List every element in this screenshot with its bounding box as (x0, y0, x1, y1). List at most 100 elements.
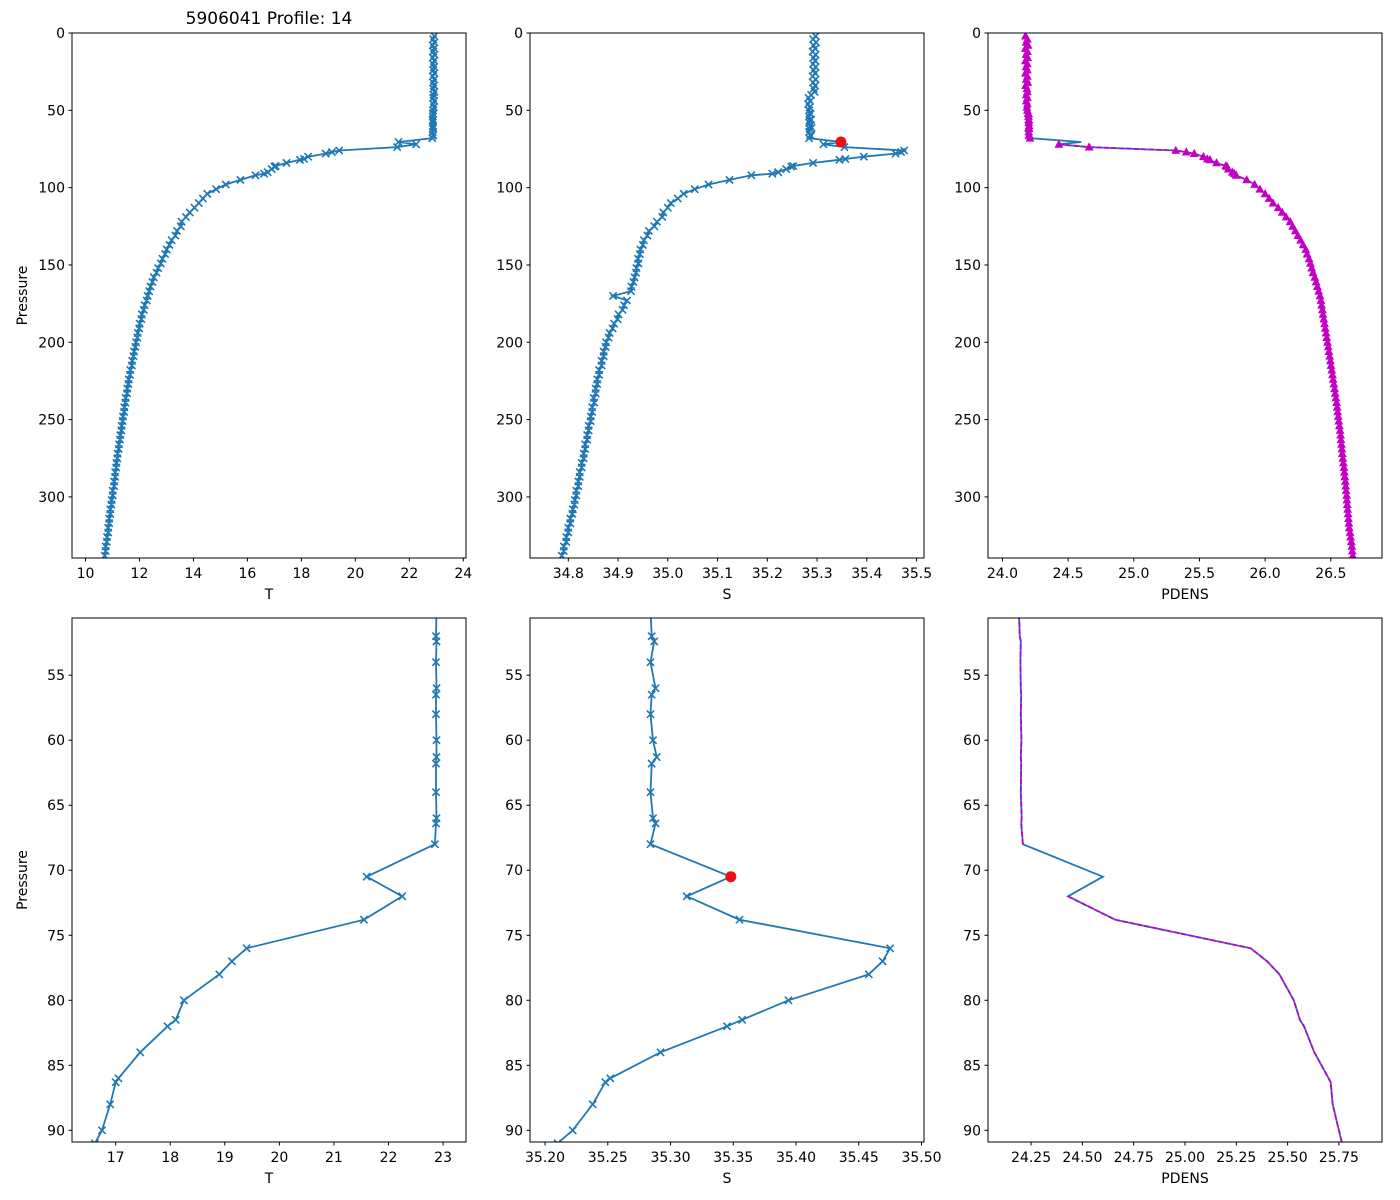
axes-spines (71, 617, 467, 1143)
axis-ticks (984, 674, 1340, 1146)
y-tick-label: 85 (963, 1058, 981, 1074)
plot-pdens-zoom: 24.25 24.50 24.75 25.00 25.25 25.50 25.75 55 60 6… (963, 617, 1383, 1187)
x-tick-label: 35.5 (901, 566, 932, 582)
x-tick-label: 35.40 (776, 1150, 816, 1166)
x-tick-label: 10 (77, 566, 95, 582)
flagged-point-marker (725, 871, 737, 883)
x-axis-label: PDENS (1161, 1171, 1209, 1187)
y-tick-label: 50 (963, 103, 981, 119)
axis-tick-labels: 24.25 24.50 24.75 25.00 25.25 25.50 25.75 55 60 6… (963, 668, 1359, 1166)
plot-area-temperature-full (100, 33, 439, 558)
x-tick-label: 24.50 (1062, 1150, 1102, 1166)
x-tick-label: 24.25 (1011, 1150, 1051, 1166)
y-tick-label: 65 (963, 798, 981, 814)
y-tick-label: 60 (505, 733, 523, 749)
y-tick-label: 75 (47, 928, 65, 944)
x-axis-label: PDENS (1161, 587, 1209, 603)
y-tick-label: 60 (963, 733, 981, 749)
axes-spines (71, 32, 467, 559)
x-axis-label: S (723, 1171, 732, 1187)
x-tick-label: 34.9 (602, 566, 633, 582)
y-tick-label: 90 (963, 1123, 981, 1139)
x-tick-label: 25.25 (1216, 1150, 1256, 1166)
axis-ticks (526, 674, 922, 1146)
y-tick-label: 250 (496, 413, 523, 429)
x-tick-label: 18 (161, 1150, 179, 1166)
y-tick-label: 90 (47, 1123, 65, 1139)
x-tick-label: 17 (107, 1150, 125, 1166)
y-tick-label: 100 (954, 181, 981, 197)
figure-title: 5906041 Profile: 14 (185, 9, 353, 29)
y-tick-label: 90 (505, 1123, 523, 1139)
x-tick-label: 24.5 (1053, 566, 1084, 582)
pdens-adjusted-profile-triangle-markers (1021, 33, 1357, 558)
x-tick-label: 24.0 (987, 566, 1018, 582)
x-tick-label: 22 (400, 566, 418, 582)
x-tick-label: 35.45 (839, 1150, 879, 1166)
axis-ticks (68, 32, 464, 562)
plot-area-pdens-zoom (1018, 618, 1343, 1142)
y-tick-label: 100 (38, 181, 65, 197)
plot-salinity-full: 34.8 34.9 35.0 35.1 35.2 35.3 35.4 35.5 0 50 100 15… (496, 26, 932, 603)
x-tick-label: 35.1 (702, 566, 733, 582)
y-tick-label: 70 (963, 863, 981, 879)
x-tick-label: 24 (454, 566, 472, 582)
axes-spines (529, 617, 925, 1143)
plot-area-salinity-zoom (553, 618, 895, 1142)
x-tick-label: 35.25 (588, 1150, 628, 1166)
x-tick-label: 21 (325, 1150, 343, 1166)
x-tick-label: 20 (346, 566, 364, 582)
x-tick-label: 26.0 (1250, 566, 1281, 582)
plot-area-pdens-full (1021, 33, 1357, 558)
salinity-profile-zoom-line (557, 618, 892, 1142)
plot-area-salinity-full (557, 33, 909, 558)
x-tick-label: 19 (216, 1150, 234, 1166)
y-tick-label: 85 (47, 1058, 65, 1074)
y-tick-label: 150 (954, 258, 981, 274)
axis-ticks (68, 674, 444, 1146)
y-tick-label: 70 (47, 863, 65, 879)
y-tick-label: 300 (496, 490, 523, 506)
y-tick-label: 200 (496, 335, 523, 351)
y-tick-label: 80 (47, 993, 65, 1009)
y-tick-label: 300 (38, 490, 65, 506)
y-tick-label: 100 (496, 181, 523, 197)
y-tick-label: 60 (47, 733, 65, 749)
axis-tick-labels: 34.8 34.9 35.0 35.1 35.2 35.3 35.4 35.5 0 50 100 15… (496, 26, 932, 582)
axis-tick-labels: 35.20 35.25 35.30 35.35 35.40 35.45 35.50 55 60 6… (505, 668, 941, 1166)
axis-ticks (984, 32, 1332, 562)
x-tick-label: 16 (238, 566, 256, 582)
temperature-profile-line (103, 35, 436, 556)
plot-pdens-full: 24.0 24.5 25.0 25.5 26.0 26.5 0 50 100 150 200 250 3… (954, 26, 1383, 603)
axis-tick-labels: 10 12 14 16 18 20 22 24 0 50 100 150 200 250 300 (38, 26, 472, 582)
y-tick-label: 200 (38, 335, 65, 351)
x-tick-label: 35.3 (801, 566, 832, 582)
axis-tick-labels: 17 18 19 20 21 22 23 55 60 65 70 75 80 85 90 (47, 668, 452, 1166)
axis-ticks (526, 32, 918, 562)
pdens-adjusted-profile-zoom-line (1018, 618, 1343, 1142)
pdens-raw-profile-line (1024, 35, 1354, 556)
x-tick-label: 35.20 (525, 1150, 565, 1166)
x-tick-label: 34.8 (553, 566, 584, 582)
plot-area-temperature-zoom (90, 618, 441, 1142)
x-tick-label: 35.2 (752, 566, 783, 582)
pdens-adjusted-profile-line (1024, 35, 1354, 556)
salinity-profile-x-markers (557, 33, 909, 558)
x-tick-label: 14 (185, 566, 203, 582)
y-tick-label: 250 (954, 413, 981, 429)
axes-spines (529, 32, 925, 559)
x-tick-label: 25.0 (1118, 566, 1149, 582)
salinity-profile-zoom-x-markers (553, 632, 895, 1142)
y-tick-label: 75 (505, 928, 523, 944)
y-tick-label: 55 (47, 668, 65, 684)
y-axis-label: Pressure (15, 850, 31, 910)
pdens-raw-profile-zoom-line (1018, 618, 1343, 1142)
x-tick-label: 35.4 (851, 566, 882, 582)
temperature-profile-zoom-line (94, 618, 438, 1142)
flagged-point-marker (835, 136, 847, 148)
y-tick-label: 200 (954, 335, 981, 351)
x-tick-label: 20 (270, 1150, 288, 1166)
y-tick-label: 150 (496, 258, 523, 274)
y-tick-label: 80 (963, 993, 981, 1009)
